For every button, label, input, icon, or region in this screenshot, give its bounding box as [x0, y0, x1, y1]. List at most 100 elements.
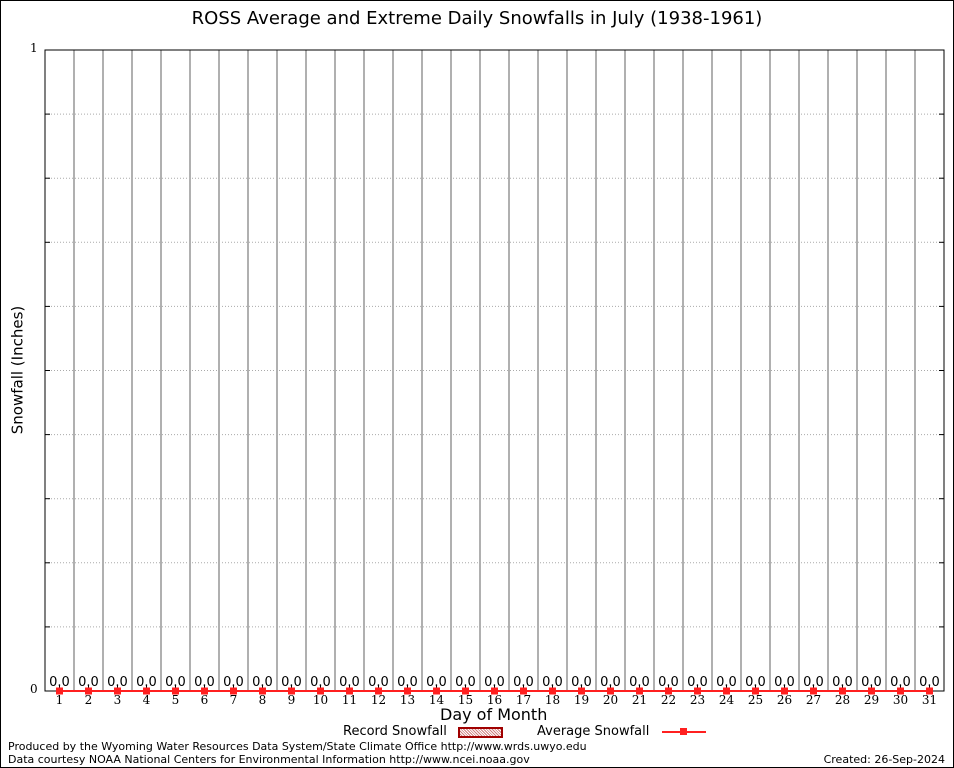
x-tick-label: 5 [172, 693, 180, 707]
average-marker [114, 687, 121, 695]
average-marker [56, 687, 63, 695]
chart-title: ROSS Average and Extreme Daily Snowfalls… [191, 8, 763, 29]
legend-record-label: Record Snowfall [343, 724, 447, 739]
average-marker [868, 687, 875, 695]
x-tick-label: 16 [487, 693, 502, 707]
average-marker [723, 687, 730, 695]
x-tick-label: 31 [922, 693, 937, 707]
data-label: 0.0 [78, 675, 99, 690]
data-label: 0.0 [136, 675, 157, 690]
x-tick-label: 29 [864, 693, 879, 707]
footer-data-courtesy: Data courtesy NOAA National Centers for … [8, 753, 530, 766]
footer-produced-by: Produced by the Wyoming Water Resources … [8, 740, 587, 753]
x-tick-label: 28 [835, 693, 850, 707]
average-marker [462, 687, 469, 695]
average-marker [897, 687, 904, 695]
data-label: 0.0 [571, 675, 592, 690]
plot-border [44, 49, 945, 692]
x-tick-label: 4 [143, 693, 151, 707]
average-marker [607, 687, 614, 695]
average-marker [172, 687, 179, 695]
data-label: 0.0 [542, 675, 563, 690]
data-label: 0.0 [745, 675, 766, 690]
data-label: 0.0 [455, 675, 476, 690]
y-tick-label-0: 0 [30, 682, 38, 696]
x-tick-label: 8 [259, 693, 267, 707]
x-tick-label: 3 [114, 693, 122, 707]
x-tick-label: 12 [371, 693, 386, 707]
average-marker [549, 687, 556, 695]
x-tick-label: 27 [806, 693, 821, 707]
data-label: 0.0 [774, 675, 795, 690]
data-label: 0.0 [368, 675, 389, 690]
data-label: 0.0 [716, 675, 737, 690]
x-tick-label: 15 [458, 693, 473, 707]
average-marker [375, 687, 382, 695]
average-marker [578, 687, 585, 695]
data-label: 0.0 [165, 675, 186, 690]
average-marker [288, 687, 295, 695]
x-tick-label: 14 [429, 693, 445, 707]
data-label: 0.0 [832, 675, 853, 690]
average-marker [259, 687, 266, 695]
data-label: 0.0 [281, 675, 302, 690]
data-label: 0.0 [687, 675, 708, 690]
data-label: 0.0 [310, 675, 331, 690]
average-marker [230, 687, 237, 695]
x-tick-label: 23 [690, 693, 705, 707]
footer-created: Created: 26-Sep-2024 [823, 753, 945, 766]
average-marker [404, 687, 411, 695]
legend-record-swatch [458, 727, 503, 738]
legend-average-marker [680, 728, 687, 735]
x-tick-label: 1 [56, 693, 64, 707]
data-label: 0.0 [252, 675, 273, 690]
average-marker [201, 687, 208, 695]
x-tick-label: 17 [516, 693, 531, 707]
average-marker [926, 687, 933, 695]
x-tick-label: 22 [661, 693, 676, 707]
data-label: 0.0 [803, 675, 824, 690]
average-marker [85, 687, 92, 695]
x-tick-label: 30 [893, 693, 908, 707]
average-marker [694, 687, 701, 695]
data-label: 0.0 [49, 675, 70, 690]
average-marker [143, 687, 150, 695]
data-label: 0.0 [397, 675, 418, 690]
y-tick-label-1: 1 [30, 41, 38, 55]
data-label: 0.0 [658, 675, 679, 690]
average-marker [781, 687, 788, 695]
average-marker [665, 687, 672, 695]
data-label: 0.0 [513, 675, 534, 690]
data-label: 0.0 [194, 675, 215, 690]
x-tick-label: 10 [313, 693, 328, 707]
data-label: 0.0 [919, 675, 940, 690]
data-label: 0.0 [629, 675, 650, 690]
average-marker [839, 687, 846, 695]
data-label: 0.0 [107, 675, 128, 690]
data-label: 0.0 [484, 675, 505, 690]
data-label: 0.0 [861, 675, 882, 690]
average-marker [317, 687, 324, 695]
average-marker [491, 687, 498, 695]
data-label: 0.0 [600, 675, 621, 690]
x-tick-label: 7 [230, 693, 238, 707]
average-marker [636, 687, 643, 695]
average-marker [752, 687, 759, 695]
x-tick-label: 2 [85, 693, 93, 707]
x-tick-label: 18 [545, 693, 560, 707]
data-label: 0.0 [426, 675, 447, 690]
x-tick-label: 13 [400, 693, 415, 707]
data-label: 0.0 [339, 675, 360, 690]
x-axis-label: Day of Month [440, 705, 548, 724]
data-label: 0.0 [890, 675, 911, 690]
average-marker [520, 687, 527, 695]
legend-average-label: Average Snowfall [537, 724, 650, 739]
average-marker [433, 687, 440, 695]
x-tick-label: 19 [574, 693, 589, 707]
x-tick-label: 21 [632, 693, 647, 707]
x-tick-label: 26 [777, 693, 792, 707]
average-marker [810, 687, 817, 695]
average-marker [346, 687, 353, 695]
